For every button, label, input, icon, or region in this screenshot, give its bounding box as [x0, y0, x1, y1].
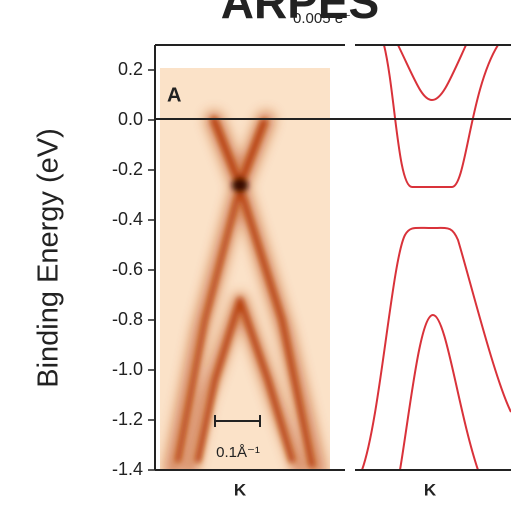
panel-label: A — [167, 84, 181, 106]
y-axis-label: Binding Energy (eV) — [33, 128, 65, 388]
y-tick-label: -0.8 — [112, 309, 143, 329]
x-tick-label: K — [424, 480, 437, 499]
x-tick-label: K — [234, 480, 247, 499]
band-model — [361, 44, 511, 471]
y-tick-label: -0.4 — [112, 209, 143, 229]
y-tick-label: -0.2 — [112, 159, 143, 179]
y-tick-label: -0.6 — [112, 259, 143, 279]
y-tick-label: 0.0 — [118, 109, 143, 129]
scale-bar-label: 0.1Å⁻¹ — [216, 444, 260, 461]
y-tick-label: 0.2 — [118, 59, 143, 79]
arpes-image — [160, 68, 330, 470]
title: ARPES — [221, 0, 379, 28]
y-tick-label: -1.0 — [112, 359, 143, 379]
subtitle: 0.005 e⁻ — [293, 10, 351, 27]
y-tick-label: -1.4 — [112, 459, 143, 479]
y-tick-label: -1.2 — [112, 409, 143, 429]
